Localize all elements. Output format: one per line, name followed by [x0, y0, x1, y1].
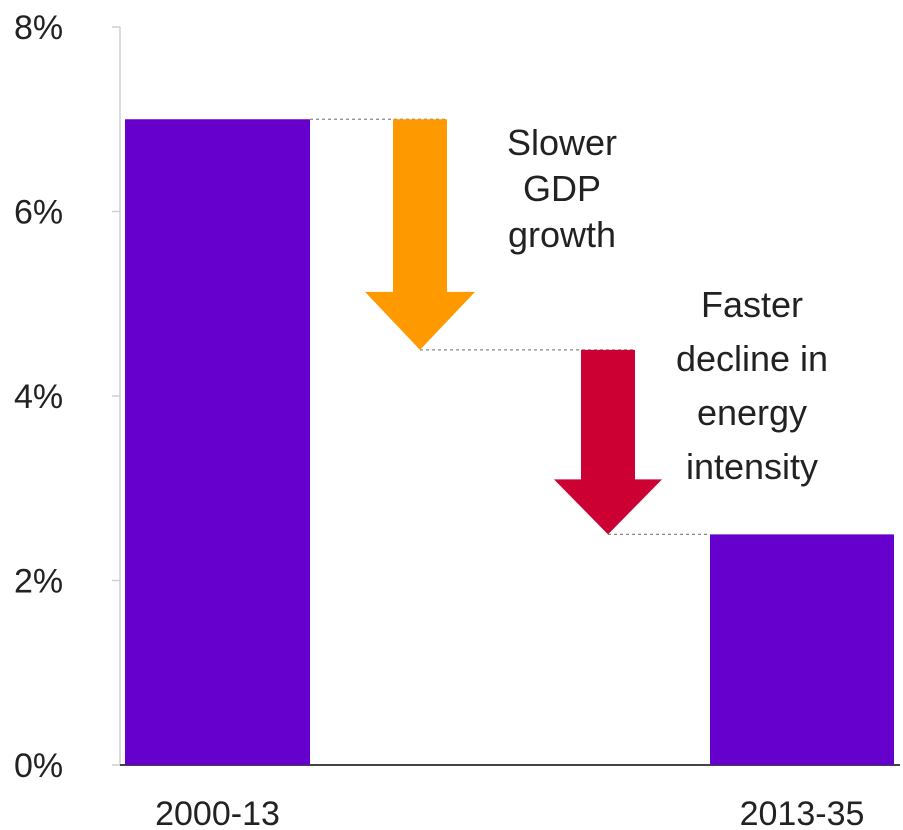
energy-intensity-label-line: Faster: [701, 284, 803, 325]
axes: 0% 2% 4% 6% 8%: [14, 9, 900, 785]
bar: [710, 534, 894, 765]
y-tick-label: 8%: [14, 9, 63, 47]
y-tick-label: 0%: [14, 747, 63, 785]
gdp-arrow: [365, 119, 475, 350]
y-tick-label: 6%: [14, 194, 63, 232]
gdp-label-line: Slower: [507, 122, 617, 163]
energy-intensity-label-line: intensity: [686, 446, 818, 487]
x-tick-label: 2013-35: [740, 795, 865, 830]
energy-intensity-label-line: decline in: [676, 338, 828, 379]
labels: 2000-13 2013-35 Slower GDP growth Faster decli…: [155, 122, 864, 830]
energy-intensity-arrow: [554, 349, 662, 535]
step-arrows: [365, 119, 662, 535]
bars: [125, 119, 894, 765]
x-tick-label: 2000-13: [155, 795, 280, 830]
y-tick-label: 4%: [14, 378, 63, 416]
y-tick-label: 2%: [14, 563, 63, 601]
energy-intensity-label-line: energy: [697, 392, 807, 433]
connectors: [310, 118, 710, 535]
gdp-label-line: growth: [508, 214, 616, 255]
bar: [125, 119, 310, 765]
gdp-label-line: GDP: [523, 168, 601, 209]
